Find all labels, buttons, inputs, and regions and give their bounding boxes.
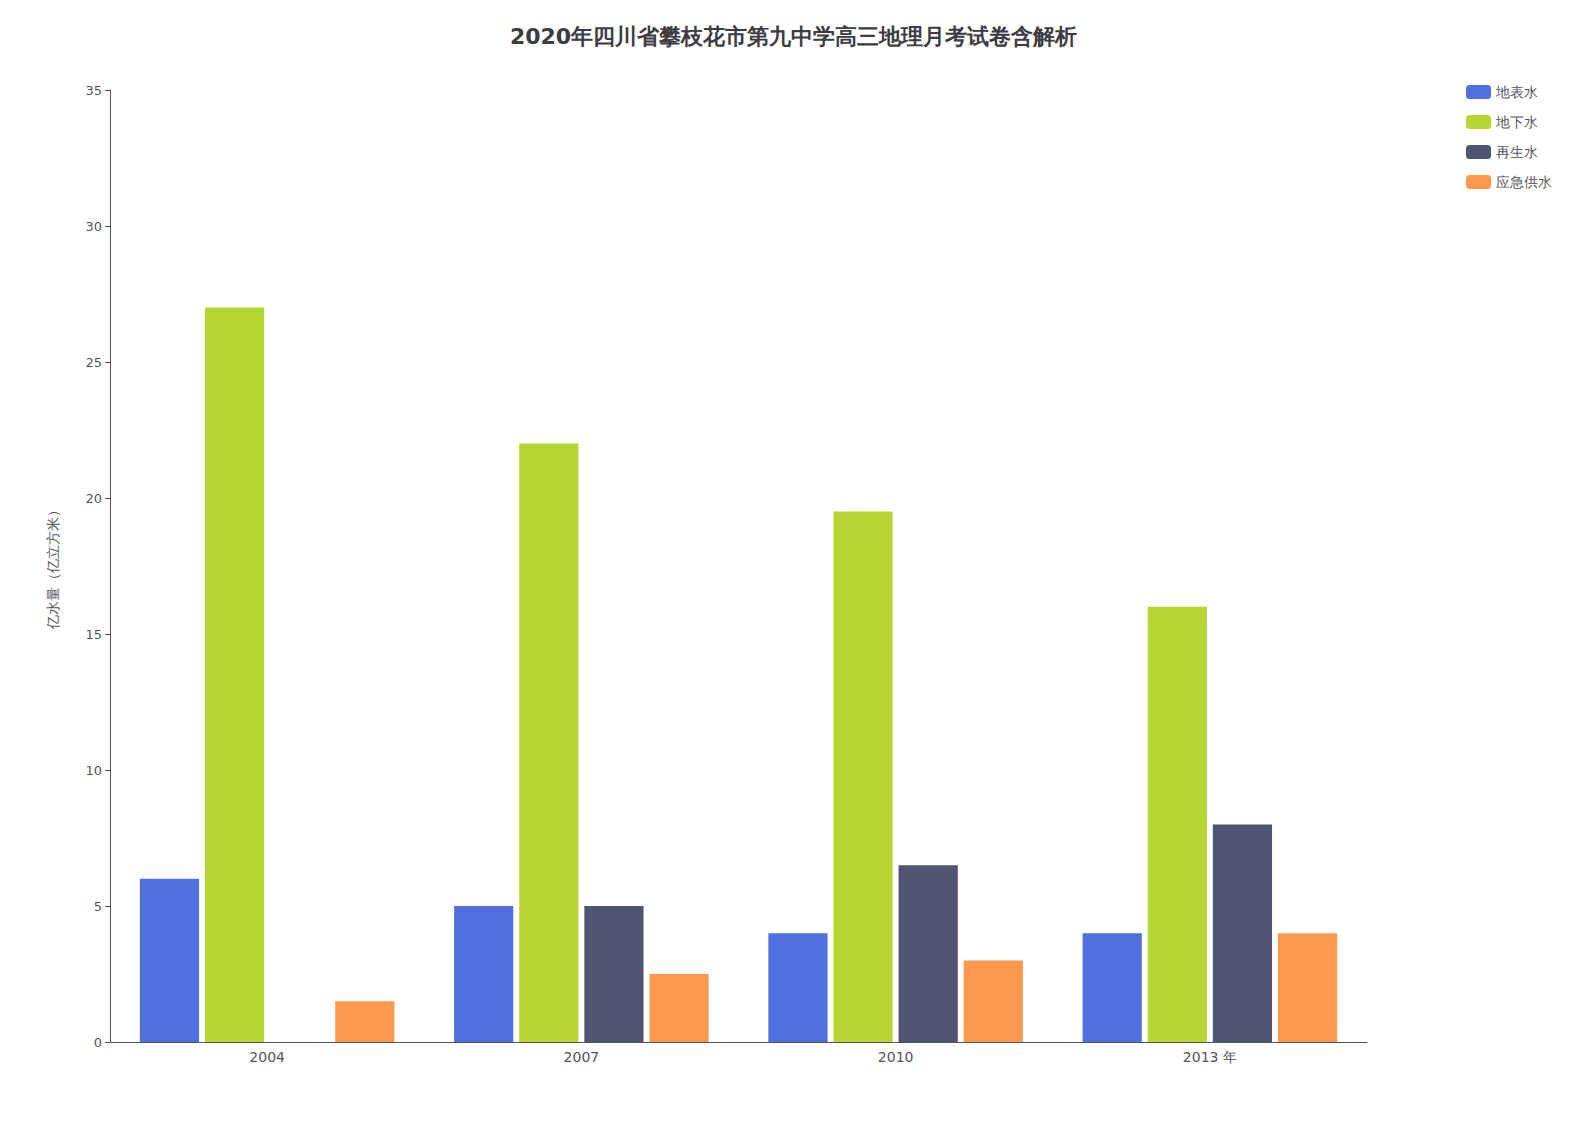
svg-text:35: 35 bbox=[85, 83, 102, 98]
svg-text:2004: 2004 bbox=[249, 1049, 285, 1065]
svg-text:10: 10 bbox=[85, 763, 102, 778]
svg-text:2020年四川省攀枝花市第九中学高三地理月考试卷含解析: 2020年四川省攀枝花市第九中学高三地理月考试卷含解析 bbox=[510, 24, 1077, 49]
svg-text:2007: 2007 bbox=[564, 1049, 600, 1065]
svg-text:再生水: 再生水 bbox=[1496, 144, 1538, 160]
svg-text:2013 年: 2013 年 bbox=[1183, 1049, 1237, 1065]
svg-text:30: 30 bbox=[85, 219, 102, 234]
svg-text:20: 20 bbox=[85, 491, 102, 506]
svg-text:25: 25 bbox=[85, 355, 102, 370]
svg-text:15: 15 bbox=[85, 627, 102, 642]
svg-text:0: 0 bbox=[94, 1035, 102, 1050]
svg-text:地下水: 地下水 bbox=[1495, 114, 1538, 130]
svg-text:亿水量（亿立方米）: 亿水量（亿立方米） bbox=[45, 503, 61, 630]
svg-text:应急供水: 应急供水 bbox=[1496, 174, 1552, 190]
svg-text:2010: 2010 bbox=[878, 1049, 914, 1065]
svg-text:5: 5 bbox=[94, 899, 102, 914]
svg-text:地表水: 地表水 bbox=[1495, 84, 1538, 100]
